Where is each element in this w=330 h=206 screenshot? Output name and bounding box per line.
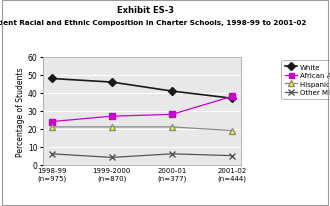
White [50, 78, 54, 80]
Text: Student Racial and Ethnic Composition in Charter Schools, 1998-99 to 2001-02: Student Racial and Ethnic Composition in… [0, 20, 306, 26]
Line: Hispanic or Latino: Hispanic or Latino [49, 124, 235, 134]
Other Minority [110, 156, 114, 159]
Other Minority [50, 153, 54, 155]
Hispanic or Latino [50, 126, 54, 129]
Hispanic or Latino [230, 130, 234, 132]
Text: Exhibit ES-3: Exhibit ES-3 [117, 6, 174, 15]
Y-axis label: Percentage of Students: Percentage of Students [16, 67, 25, 156]
Other Minority [170, 153, 174, 155]
African American [110, 115, 114, 118]
Line: African American: African American [49, 94, 235, 125]
Line: Other Minority: Other Minority [49, 151, 235, 161]
Legend: White, African American, Hispanic or Latino, Other Minority: White, African American, Hispanic or Lat… [281, 61, 330, 99]
African American [230, 96, 234, 98]
Hispanic or Latino [110, 126, 114, 129]
White [230, 97, 234, 100]
White [170, 90, 174, 93]
White [110, 81, 114, 84]
African American [170, 114, 174, 116]
Line: White: White [49, 76, 235, 102]
African American [50, 121, 54, 123]
Other Minority [230, 155, 234, 157]
Hispanic or Latino [170, 126, 174, 129]
